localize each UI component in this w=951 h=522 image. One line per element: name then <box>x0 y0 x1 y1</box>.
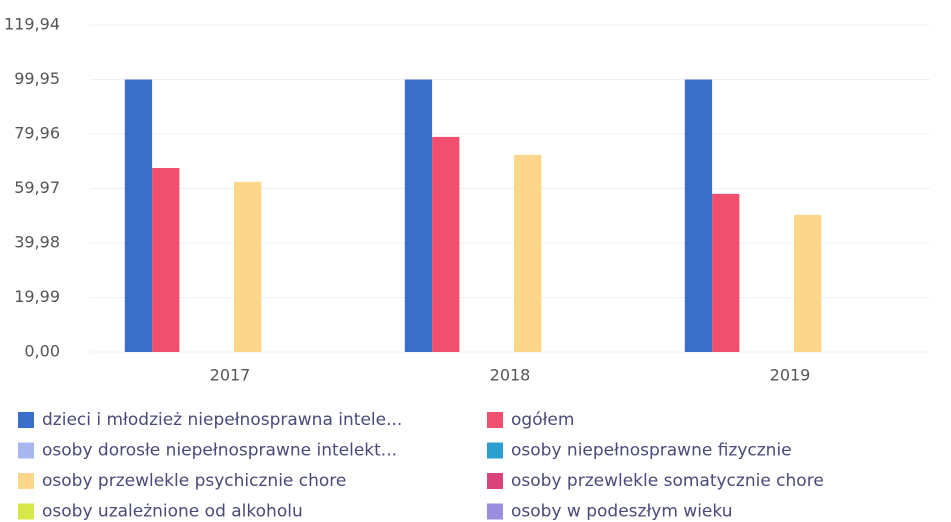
y-tick-label: 19,99 <box>14 287 60 306</box>
legend-swatch <box>487 412 503 428</box>
y-tick-label: 59,97 <box>14 178 60 197</box>
y-tick-label: 99,95 <box>14 69 60 88</box>
legend-label: osoby niepełnosprawne fizycznie <box>511 441 792 461</box>
legend-swatch <box>487 442 503 459</box>
legend-label: osoby przewlekle somatycznie chore <box>511 471 824 491</box>
legend-label: osoby dorosłe niepełnosprawne intelekt..… <box>42 441 397 461</box>
bar <box>432 136 460 352</box>
legend-swatch <box>18 412 34 428</box>
bar <box>712 193 740 352</box>
y-tick-label: 79,96 <box>14 124 60 143</box>
legend-label: osoby przewlekle psychicznie chore <box>42 471 346 491</box>
y-tick-label: 0,00 <box>24 342 60 361</box>
bar <box>684 79 713 352</box>
bar <box>514 154 542 352</box>
legend-swatch <box>487 503 503 520</box>
legend-label: dzieci i młodzież niepełnosprawna intele… <box>42 410 402 430</box>
legend-swatch <box>487 473 503 489</box>
y-tick-label: 119,94 <box>4 15 60 34</box>
y-tick-label: 39,98 <box>14 233 60 252</box>
bar <box>124 79 153 352</box>
x-tick-label: 2017 <box>210 366 251 385</box>
legend-swatch <box>18 442 34 459</box>
bar <box>234 181 262 352</box>
x-tick-label: 2018 <box>490 366 531 385</box>
legend-swatch <box>18 473 34 489</box>
x-tick-label: 2019 <box>770 366 811 385</box>
bar <box>794 214 822 352</box>
bar <box>404 79 433 352</box>
legend-label: ogółem <box>511 410 574 430</box>
legend-label: osoby uzależnione od alkoholu <box>42 502 303 522</box>
bar <box>152 167 180 352</box>
legend-swatch <box>18 503 34 520</box>
legend-label: osoby w podeszłym wieku <box>511 502 732 522</box>
